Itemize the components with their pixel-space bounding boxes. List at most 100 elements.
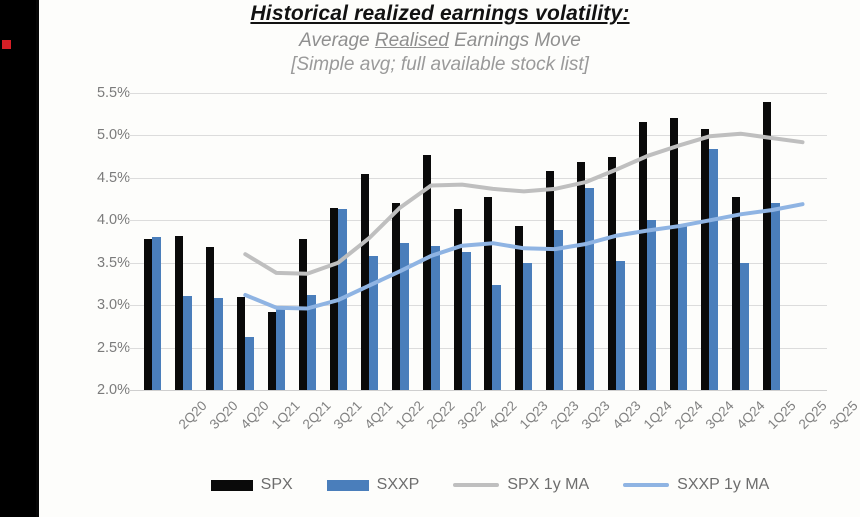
x-axis-tick-label: 1Q25 <box>764 398 799 432</box>
bar-spx-1q23[interactable] <box>484 196 493 390</box>
bar-group[interactable] <box>199 93 230 390</box>
legend-swatch-sxxp-1y-ma <box>623 483 670 487</box>
bar-sxxp-3q23[interactable] <box>554 229 564 390</box>
bar-group[interactable] <box>756 93 787 390</box>
bar-spx-3q20[interactable] <box>174 235 183 390</box>
bar-sxxp-4q23[interactable] <box>585 188 595 390</box>
bar-sxxp-2q21[interactable] <box>275 306 285 390</box>
x-axis-tick-label: 4Q22 <box>485 398 520 432</box>
legend-item[interactable]: SPX <box>210 476 293 494</box>
bar-group[interactable] <box>137 93 168 390</box>
bar-sxxp-1q23[interactable] <box>492 284 502 390</box>
legend-item[interactable]: SXXP 1y MA <box>623 476 769 494</box>
x-axis-tick-label: 3Q22 <box>454 398 489 432</box>
bar-group[interactable] <box>385 93 416 390</box>
bar-group[interactable] <box>632 93 663 390</box>
bar-spx-2q24[interactable] <box>639 121 648 390</box>
x-axis-tick-label: 1Q23 <box>516 398 551 432</box>
legend-swatch-spx <box>210 479 253 491</box>
x-axis-tick-label: 2Q24 <box>671 398 706 432</box>
bar-spx-4q22[interactable] <box>453 209 462 390</box>
bar-sxxp-3q21[interactable] <box>306 294 316 390</box>
bar-group[interactable] <box>570 93 601 390</box>
bar-spx-4q23[interactable] <box>577 161 586 390</box>
bar-sxxp-4q22[interactable] <box>461 251 471 390</box>
bar-spx-4q20[interactable] <box>205 247 214 390</box>
bar-group[interactable] <box>447 93 478 390</box>
bar-sxxp-1q25[interactable] <box>740 262 750 390</box>
bar-sxxp-4q24[interactable] <box>709 149 719 390</box>
x-axis-tick-label: 4Q24 <box>733 398 768 432</box>
bar-group[interactable] <box>416 93 447 390</box>
bar-spx-3q22[interactable] <box>422 154 431 390</box>
bar-series-layer <box>137 93 818 390</box>
bar-sxxp-1q21[interactable] <box>244 337 254 390</box>
x-axis-tick-label: 1Q21 <box>269 398 303 432</box>
bar-sxxp-4q21[interactable] <box>337 209 347 390</box>
bar-sxxp-3q22[interactable] <box>430 245 440 390</box>
y-axis-tick-label: 3.5% <box>96 254 130 271</box>
bar-sxxp-2q22[interactable] <box>399 243 409 390</box>
bar-spx-3q21[interactable] <box>298 238 307 390</box>
bar-group[interactable] <box>168 93 199 390</box>
bar-group[interactable] <box>323 93 354 390</box>
bar-spx-2q20[interactable] <box>143 238 152 390</box>
x-axis-tick-label: 3Q24 <box>702 398 737 432</box>
bar-group[interactable] <box>354 93 385 390</box>
legend-swatch-spx-1y-ma <box>453 483 500 487</box>
chart-titles: Historical realized earnings volatility:… <box>60 2 820 76</box>
bar-spx-1q25[interactable] <box>732 197 741 390</box>
bar-sxxp-3q20[interactable] <box>182 295 192 390</box>
bar-spx-1q21[interactable] <box>236 296 245 390</box>
bar-spx-2q25[interactable] <box>763 102 772 390</box>
x-axis-tick-label: 3Q23 <box>578 398 613 432</box>
x-axis-tick-label: 1Q22 <box>392 398 427 432</box>
legend-item[interactable]: SXXP <box>326 476 419 494</box>
bar-sxxp-2q23[interactable] <box>523 262 533 390</box>
bar-group[interactable] <box>663 93 694 390</box>
bar-spx-2q22[interactable] <box>391 203 400 390</box>
x-axis-tick-label: 2Q22 <box>423 398 458 432</box>
bar-spx-2q23[interactable] <box>515 226 524 390</box>
subtitle-post: Earnings Move <box>448 30 581 51</box>
x-axis-tick-label: 2Q23 <box>547 398 582 432</box>
x-axis-tick-label: 4Q20 <box>238 398 273 432</box>
bar-sxxp-1q24[interactable] <box>616 261 626 390</box>
bar-spx-3q23[interactable] <box>546 171 555 390</box>
bar-spx-4q21[interactable] <box>329 207 338 390</box>
bar-spx-4q24[interactable] <box>701 128 710 390</box>
bar-sxxp-2q25[interactable] <box>771 203 781 390</box>
bar-spx-3q24[interactable] <box>670 118 679 390</box>
bar-sxxp-1q22[interactable] <box>368 255 378 390</box>
bar-group[interactable] <box>230 93 261 390</box>
bar-spx-1q22[interactable] <box>360 173 369 390</box>
bar-group[interactable] <box>508 93 539 390</box>
page-title: Historical realized earnings volatility: <box>250 2 630 25</box>
bar-group[interactable] <box>787 93 818 390</box>
x-axis-labels: 2Q20 3Q20 4Q20 1Q21 2Q21 3Q21 4Q21 1Q22 2Q22 3Q22… <box>137 392 860 467</box>
y-axis-tick-label: 5.0% <box>96 127 130 144</box>
bar-group[interactable] <box>261 93 292 390</box>
legend-item[interactable]: SPX 1y MA <box>453 476 589 494</box>
x-axis-tick-label: 2Q20 <box>176 398 211 432</box>
left-black-gutter <box>0 0 36 517</box>
y-axis-tick-label: 3.0% <box>96 297 130 314</box>
bar-spx-1q24[interactable] <box>608 156 617 390</box>
bar-sxxp-2q20[interactable] <box>151 237 161 390</box>
plot-area <box>128 93 827 391</box>
bar-group[interactable] <box>292 93 323 390</box>
bar-sxxp-3q24[interactable] <box>678 223 688 390</box>
bar-group[interactable] <box>601 93 632 390</box>
gutter-edge <box>36 0 39 517</box>
bar-group[interactable] <box>478 93 509 390</box>
bar-spx-2q21[interactable] <box>267 311 276 390</box>
legend-label: SPX <box>260 476 293 493</box>
bar-sxxp-4q20[interactable] <box>213 298 223 390</box>
bar-group[interactable] <box>725 93 756 390</box>
x-axis-tick-label: 3Q25 <box>826 398 860 432</box>
bar-group[interactable] <box>539 93 570 390</box>
bar-sxxp-2q24[interactable] <box>647 220 657 390</box>
bar-group[interactable] <box>694 93 725 390</box>
chart-subtitle-note: [Simple avg; full available stock list] <box>291 54 589 75</box>
